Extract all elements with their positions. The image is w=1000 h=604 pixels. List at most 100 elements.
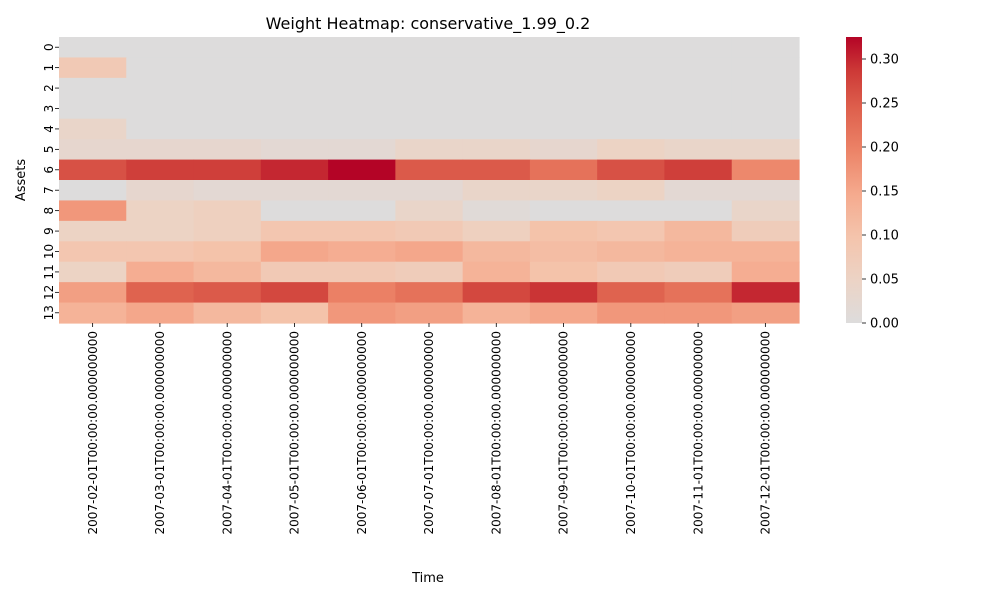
x-tick-label: 2007-09-01T00:00:00.000000000 xyxy=(557,331,571,535)
heatmap-cell-10-2 xyxy=(193,241,262,263)
heatmap-cell-10-4 xyxy=(328,241,396,263)
heatmap-cell-0-6 xyxy=(462,37,531,59)
heatmap-cell-6-3 xyxy=(260,159,329,181)
heatmap-cell-3-9 xyxy=(664,98,733,120)
heatmap-cell-7-3 xyxy=(260,180,329,202)
heatmap-cell-13-0 xyxy=(59,302,127,324)
heatmap-cell-11-7 xyxy=(529,261,598,283)
heatmap-cell-7-5 xyxy=(395,180,464,202)
heatmap-cell-3-3 xyxy=(260,98,329,120)
y-axis-label: Assets xyxy=(14,159,29,202)
x-tick-label: 2007-03-01T00:00:00.000000000 xyxy=(153,331,167,535)
x-tick-label: 2007-08-01T00:00:00.000000000 xyxy=(489,331,503,535)
x-tick-labels: 2007-02-01T00:00:00.000000000 2007-03-01T… xyxy=(86,323,773,535)
colorbar-tick-label: 0.20 xyxy=(870,141,899,156)
heatmap-cell-5-7 xyxy=(529,139,598,161)
y-tick-label: 12 xyxy=(42,285,56,300)
heatmap-cells xyxy=(59,37,800,324)
heatmap-cell-2-8 xyxy=(597,77,666,99)
heatmap-cell-0-5 xyxy=(395,37,464,59)
heatmap-cell-7-0 xyxy=(59,180,127,202)
heatmap-cell-13-4 xyxy=(328,302,396,324)
heatmap-cell-2-4 xyxy=(328,77,396,99)
y-tick-label: 4 xyxy=(42,125,56,133)
heatmap-cell-2-0 xyxy=(59,77,127,99)
heatmap-cell-11-4 xyxy=(328,261,396,283)
heatmap-cell-7-6 xyxy=(462,180,531,202)
heatmap-cell-11-1 xyxy=(126,261,195,283)
heatmap-cell-0-8 xyxy=(597,37,666,59)
heatmap-cell-5-8 xyxy=(597,139,666,161)
heatmap-cell-4-10 xyxy=(731,118,800,140)
heatmap-cell-10-3 xyxy=(260,241,329,263)
x-tick-label: 2007-02-01T00:00:00.000000000 xyxy=(86,331,100,535)
heatmap-cell-6-0 xyxy=(59,159,127,181)
heatmap-cell-8-4 xyxy=(328,200,396,222)
heatmap-cell-10-5 xyxy=(395,241,464,263)
heatmap-cell-0-10 xyxy=(731,37,800,59)
heatmap-cell-8-2 xyxy=(193,200,262,222)
heatmap-cell-13-5 xyxy=(395,302,464,324)
heatmap-cell-7-7 xyxy=(529,180,598,202)
heatmap-cell-9-4 xyxy=(328,220,396,242)
heatmap-cell-6-2 xyxy=(193,159,262,181)
heatmap-cell-6-9 xyxy=(664,159,733,181)
heatmap-cell-11-10 xyxy=(731,261,800,283)
heatmap-cell-6-6 xyxy=(462,159,531,181)
heatmap-cell-0-7 xyxy=(529,37,598,59)
heatmap-cell-7-9 xyxy=(664,180,733,202)
heatmap-cell-12-10 xyxy=(731,282,800,304)
y-tick-label: 7 xyxy=(42,186,56,194)
heatmap-cell-4-5 xyxy=(395,118,464,140)
heatmap-cell-11-5 xyxy=(395,261,464,283)
heatmap-cell-3-5 xyxy=(395,98,464,120)
heatmap-cell-10-7 xyxy=(529,241,598,263)
y-tick-label: 2 xyxy=(42,84,56,92)
heatmap-cell-12-2 xyxy=(193,282,262,304)
heatmap-cell-6-1 xyxy=(126,159,195,181)
heatmap-cell-5-5 xyxy=(395,139,464,161)
heatmap-cell-2-3 xyxy=(260,77,329,99)
heatmap-cell-13-2 xyxy=(193,302,262,324)
heatmap-cell-3-7 xyxy=(529,98,598,120)
heatmap-cell-6-4 xyxy=(328,159,396,181)
heatmap-cell-7-1 xyxy=(126,180,195,202)
heatmap-cell-1-9 xyxy=(664,57,733,79)
heatmap-cell-3-0 xyxy=(59,98,127,120)
heatmap-cell-13-10 xyxy=(731,302,800,324)
heatmap-cell-12-9 xyxy=(664,282,733,304)
y-tick-label: 1 xyxy=(42,64,56,72)
heatmap-cell-12-0 xyxy=(59,282,127,304)
heatmap-cell-11-3 xyxy=(260,261,329,283)
heatmap-cell-12-6 xyxy=(462,282,531,304)
heatmap-cell-8-5 xyxy=(395,200,464,222)
heatmap-cell-10-6 xyxy=(462,241,531,263)
heatmap-cell-10-10 xyxy=(731,241,800,263)
heatmap-cell-6-7 xyxy=(529,159,598,181)
heatmap-cell-0-4 xyxy=(328,37,396,59)
y-tick-label: 10 xyxy=(42,244,56,259)
x-tick-label: 2007-07-01T00:00:00.000000000 xyxy=(422,331,436,535)
heatmap-cell-10-0 xyxy=(59,241,127,263)
heatmap-cell-13-8 xyxy=(597,302,666,324)
heatmap-cell-2-6 xyxy=(462,77,531,99)
x-tick-label: 2007-04-01T00:00:00.000000000 xyxy=(220,331,234,535)
heatmap-cell-12-3 xyxy=(260,282,329,304)
colorbar: 0.00 0.05 0.10 0.15 0.20 0.25 0.30 xyxy=(846,37,899,332)
heatmap-cell-8-3 xyxy=(260,200,329,222)
heatmap-cell-5-9 xyxy=(664,139,733,161)
heatmap-cell-1-7 xyxy=(529,57,598,79)
heatmap-cell-2-2 xyxy=(193,77,262,99)
heatmap-cell-0-0 xyxy=(59,37,127,59)
heatmap-cell-8-7 xyxy=(529,200,598,222)
x-tick-label: 2007-11-01T00:00:00.000000000 xyxy=(691,331,705,535)
heatmap-cell-11-0 xyxy=(59,261,127,283)
y-tick-label: 13 xyxy=(42,305,56,320)
heatmap-cell-9-9 xyxy=(664,220,733,242)
heatmap-cell-0-2 xyxy=(193,37,262,59)
heatmap-cell-9-8 xyxy=(597,220,666,242)
colorbar-tick-label: 0.15 xyxy=(870,185,899,200)
heatmap-cell-2-9 xyxy=(664,77,733,99)
